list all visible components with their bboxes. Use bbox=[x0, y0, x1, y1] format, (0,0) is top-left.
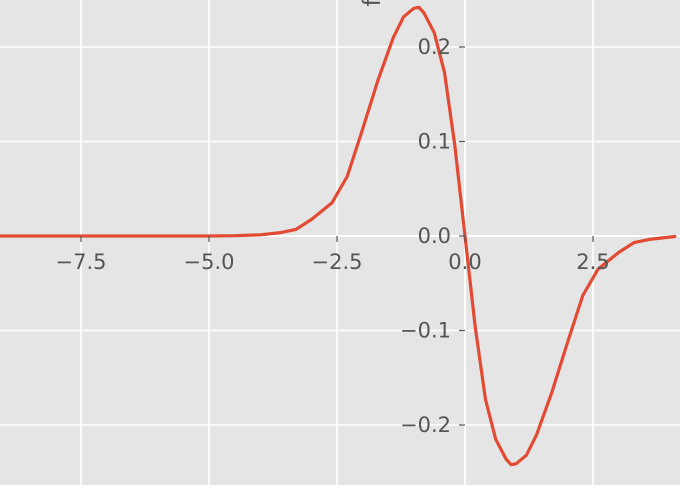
x-tick-label: 2.5 bbox=[576, 250, 609, 274]
y-tick-label: 0.0 bbox=[418, 224, 451, 248]
x-tick-label: 0.0 bbox=[448, 250, 481, 274]
grid bbox=[0, 0, 680, 485]
series-line bbox=[0, 5, 677, 467]
tick-layer: −7.5 −5.0 −2.5 0.0 2.5 0.2 0.1 0.0 −0.1 −0.2 bbox=[56, 35, 610, 437]
x-tick-label: −7.5 bbox=[56, 250, 107, 274]
x-tick-label: −5.0 bbox=[184, 250, 235, 274]
y-tick-label: 0.1 bbox=[418, 130, 451, 154]
y-axis-label: f bbox=[358, 0, 386, 6]
x-tick-label: −2.5 bbox=[312, 250, 363, 274]
y-tick-label: −0.2 bbox=[400, 413, 451, 437]
y-tick-label: −0.1 bbox=[400, 319, 451, 343]
series-layer bbox=[0, 5, 677, 467]
y-tick-label: 0.2 bbox=[418, 35, 451, 59]
plot-background bbox=[0, 0, 680, 485]
